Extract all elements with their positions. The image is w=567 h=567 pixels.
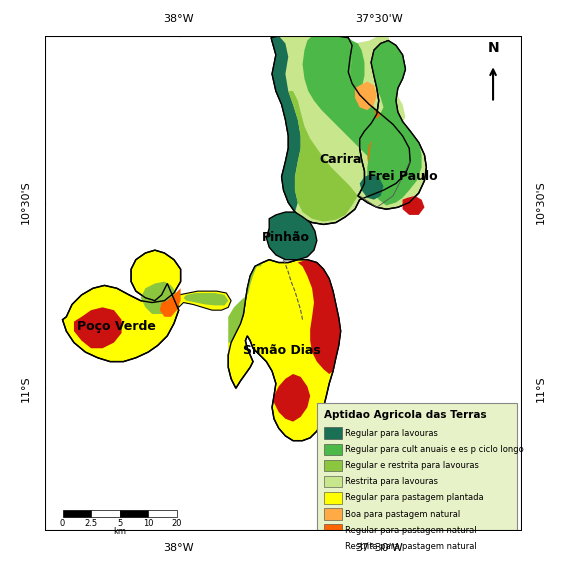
Text: Frei Paulo: Frei Paulo [368, 170, 437, 183]
Polygon shape [355, 82, 377, 110]
Text: Aptidao Agricola das Terras: Aptidao Agricola das Terras [324, 410, 487, 420]
Text: 37°30'W: 37°30'W [355, 543, 403, 553]
Bar [62, 510, 91, 517]
Polygon shape [177, 291, 231, 310]
Polygon shape [271, 36, 410, 225]
Polygon shape [266, 212, 317, 260]
Polygon shape [74, 307, 121, 348]
Text: Regular para pastagem natural: Regular para pastagem natural [345, 526, 477, 535]
Text: km: km [113, 527, 126, 536]
Bar [324, 508, 341, 520]
Bar [324, 524, 341, 536]
Text: Boa para pastagem natural: Boa para pastagem natural [345, 510, 460, 518]
Text: 38°W: 38°W [163, 543, 194, 553]
Text: 0: 0 [60, 519, 65, 528]
Polygon shape [358, 41, 426, 209]
Text: 37°30'W: 37°30'W [355, 14, 403, 24]
Polygon shape [229, 266, 263, 355]
Polygon shape [348, 38, 422, 205]
Text: Restrita para pastagem natural: Restrita para pastagem natural [345, 542, 477, 551]
Polygon shape [62, 250, 181, 362]
Bar [120, 510, 148, 517]
Polygon shape [141, 282, 177, 314]
Text: Poço Verde: Poço Verde [77, 320, 156, 333]
Polygon shape [184, 293, 229, 306]
Bar [324, 428, 341, 439]
Text: 10: 10 [143, 519, 154, 528]
Polygon shape [359, 174, 383, 200]
Polygon shape [403, 196, 425, 215]
Bar [324, 460, 341, 471]
Polygon shape [274, 36, 310, 88]
Polygon shape [303, 36, 410, 184]
Text: Regular para cult anuais e es p ciclo longo: Regular para cult anuais e es p ciclo lo… [345, 445, 524, 454]
Text: Regular para lavouras: Regular para lavouras [345, 429, 438, 438]
Polygon shape [160, 288, 181, 317]
Bar [324, 476, 341, 488]
Polygon shape [298, 260, 341, 374]
Polygon shape [271, 36, 301, 212]
Text: Regular para pastagem plantada: Regular para pastagem plantada [345, 493, 484, 502]
Polygon shape [352, 79, 410, 190]
Text: 5: 5 [117, 519, 122, 528]
Bar [324, 443, 341, 455]
Text: 38°W: 38°W [163, 14, 194, 24]
Text: 10°30'S: 10°30'S [21, 181, 31, 225]
Polygon shape [274, 36, 405, 142]
Polygon shape [229, 263, 263, 355]
Text: 11°S: 11°S [536, 375, 546, 401]
Text: 10°30'S: 10°30'S [536, 181, 546, 225]
Bar [317, 403, 517, 555]
Bar [324, 541, 341, 552]
Text: Restrita para lavouras: Restrita para lavouras [345, 477, 438, 486]
Text: 20: 20 [172, 519, 182, 528]
Polygon shape [288, 91, 358, 222]
Text: N: N [487, 41, 499, 55]
Text: 2.5: 2.5 [84, 519, 98, 528]
Text: Simão Dias: Simão Dias [243, 344, 320, 357]
Text: Regular e restrita para lavouras: Regular e restrita para lavouras [345, 461, 479, 470]
Text: Pinhão: Pinhão [261, 231, 310, 244]
Polygon shape [229, 260, 341, 441]
Bar [324, 492, 341, 503]
Bar [91, 510, 120, 517]
Polygon shape [274, 374, 310, 422]
Bar [148, 510, 177, 517]
Text: 11°S: 11°S [21, 375, 31, 401]
Text: Carira: Carira [319, 153, 362, 166]
